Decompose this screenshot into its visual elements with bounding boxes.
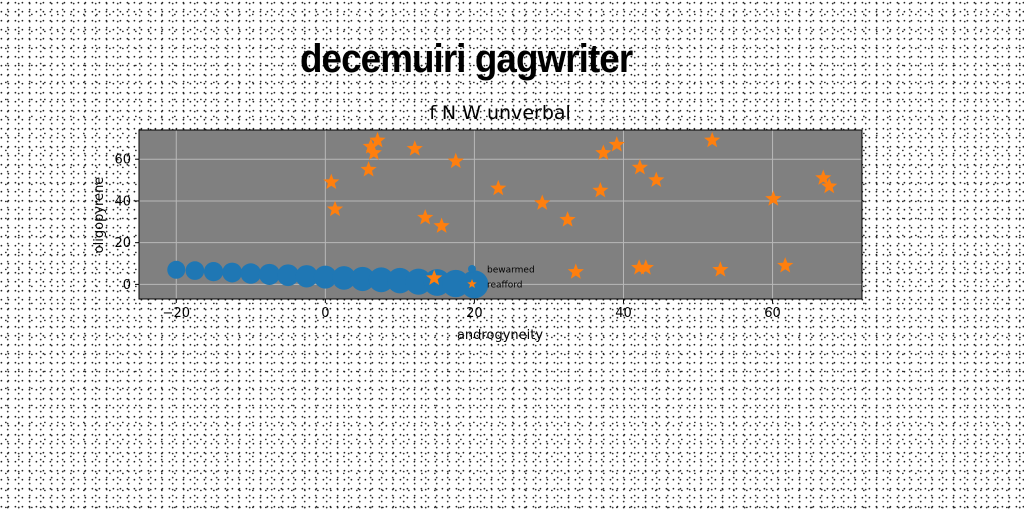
legend-label: bewarmed [487, 266, 535, 276]
data-point [362, 138, 379, 154]
data-point [592, 182, 609, 198]
data-point [567, 263, 584, 279]
data-point [559, 211, 576, 227]
x-tick-label: 40 [615, 306, 632, 321]
data-point [167, 260, 186, 279]
data-point [369, 131, 386, 148]
data-point [203, 262, 224, 282]
legend: bewarmed reafford [467, 265, 535, 291]
data-point [350, 266, 375, 292]
y-tick-label: 0 [123, 278, 131, 293]
x-tick-label: 60 [764, 306, 781, 321]
legend-marker [467, 279, 477, 289]
data-point [365, 144, 382, 160]
data-point [460, 270, 489, 299]
data-point [326, 200, 344, 217]
chart-title: f N W unverbal [429, 102, 571, 124]
data-point [821, 177, 838, 194]
data-point [631, 159, 648, 175]
data-point [222, 262, 243, 283]
data-point [765, 190, 782, 206]
x-tick-label: 20 [466, 306, 483, 321]
data-point [417, 209, 434, 225]
data-point [332, 266, 356, 290]
y-tick-label: 60 [114, 153, 131, 168]
x-tick-label: −20 [163, 306, 190, 321]
data-point [323, 173, 340, 190]
data-point [631, 259, 648, 275]
axes: −20 0 20 40 60 0 20 40 60 [114, 153, 780, 321]
data-point [704, 131, 721, 148]
data-point [777, 257, 794, 273]
data-point [608, 136, 625, 152]
data-point [637, 259, 654, 275]
data-point [815, 169, 832, 185]
data-point [295, 265, 318, 288]
y-axis-label: oligopyrene [92, 177, 107, 254]
legend-label: reafford [487, 281, 523, 291]
data-point [447, 152, 464, 169]
data-point [185, 261, 205, 280]
data-point [277, 264, 299, 287]
x-axis-label: androgyneity [457, 328, 543, 343]
data-point [433, 217, 450, 233]
y-tick-label: 40 [114, 194, 131, 209]
series-layer [167, 131, 838, 299]
banner-title: decemuiri gagwriter [300, 37, 633, 81]
data-point [406, 140, 423, 156]
grid-lines [139, 130, 862, 299]
data-point [490, 179, 507, 196]
data-point [240, 263, 262, 284]
data-point [368, 267, 394, 293]
data-point [648, 171, 665, 187]
data-point [595, 144, 612, 160]
data-point [258, 263, 281, 285]
data-point [387, 267, 413, 294]
data-point [360, 161, 377, 177]
data-point [405, 268, 432, 295]
data-point [534, 194, 551, 210]
data-point [712, 261, 729, 277]
legend-marker [468, 265, 476, 273]
plot-frame [138, 129, 863, 300]
data-point [313, 265, 337, 289]
x-tick-label: 0 [321, 306, 329, 321]
data-point [426, 269, 443, 286]
y-tick-label: 20 [114, 236, 131, 251]
